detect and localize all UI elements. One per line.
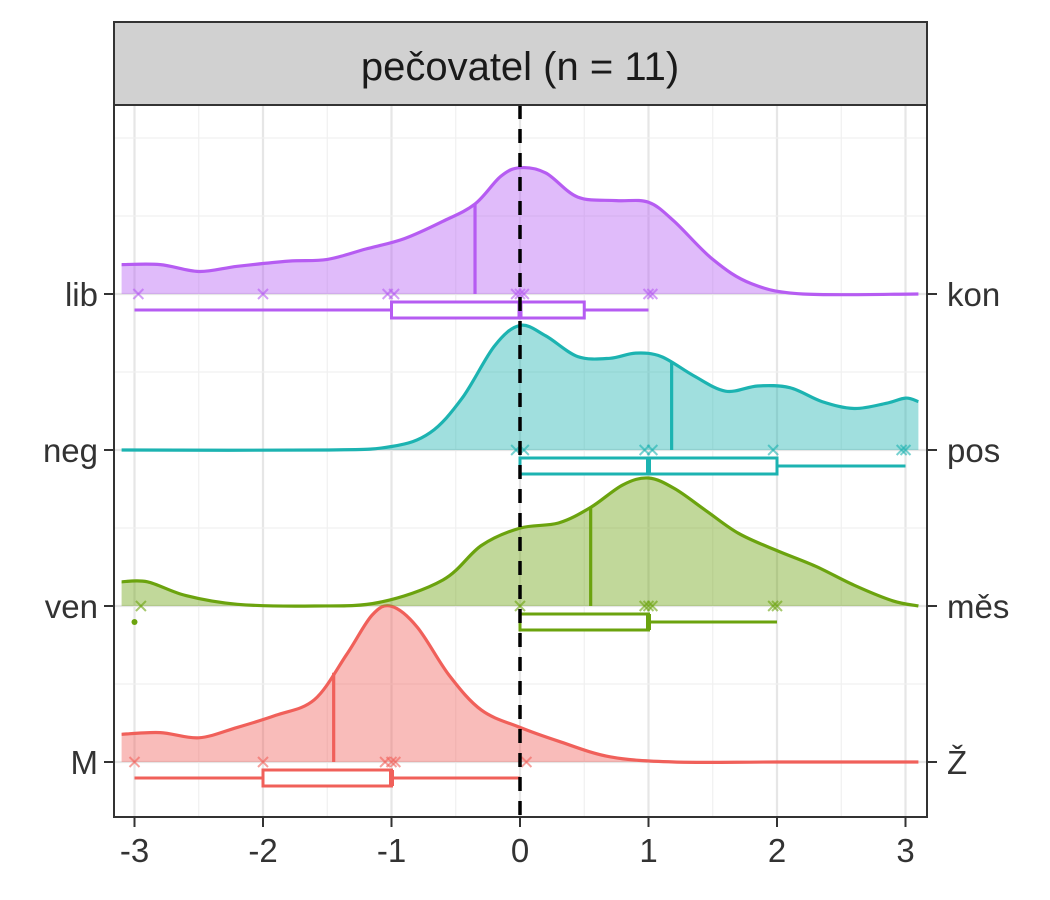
data-point-stroke <box>771 600 783 612</box>
data-point-stroke <box>135 600 147 612</box>
x-tick-label: -3 <box>120 832 149 869</box>
density-area <box>121 605 919 763</box>
data-point <box>899 444 912 456</box>
y-tick-label-right: kon <box>947 276 1000 313</box>
data-point <box>771 600 783 612</box>
data-point <box>132 288 145 300</box>
data-point <box>646 288 659 300</box>
data-point <box>642 288 655 300</box>
data-point <box>385 756 398 768</box>
box-outlier <box>131 619 138 625</box>
x-tick-label: 1 <box>639 832 657 869</box>
strip-background <box>113 21 928 106</box>
data-point-stroke <box>132 288 145 300</box>
data-point <box>514 288 526 300</box>
data-point <box>767 600 779 612</box>
box-iqr <box>261 768 393 788</box>
strip-title: pečovatel (n = 11) <box>361 45 679 89</box>
box-iqr <box>390 300 586 320</box>
data-point <box>646 600 659 612</box>
data-point-stroke <box>257 288 269 300</box>
data-point <box>257 288 269 300</box>
y-tick-label-left: neg <box>43 432 98 469</box>
box-iqr <box>518 612 650 632</box>
data-point-stroke <box>389 756 402 768</box>
x-tick-label: 0 <box>511 832 529 869</box>
data-point-stroke <box>385 756 398 768</box>
density-line <box>121 476 919 608</box>
density-line <box>121 323 919 452</box>
data-point-stroke <box>646 444 659 456</box>
strip-header: pečovatel (n = 11) <box>113 21 928 106</box>
y-tick-label-left: ven <box>45 588 98 625</box>
data-point-stroke <box>642 600 655 612</box>
data-point <box>388 288 400 300</box>
x-tick-label: 2 <box>768 832 786 869</box>
data-point-stroke <box>514 288 526 300</box>
data-point <box>767 444 779 456</box>
series-m-ž <box>121 604 919 788</box>
data-point-stroke <box>128 756 141 768</box>
data-point <box>135 600 147 612</box>
series-neg-pos <box>121 323 919 476</box>
data-point-stroke <box>257 756 269 768</box>
density-line <box>121 165 919 297</box>
data-point-stroke <box>767 600 779 612</box>
data-point <box>642 600 655 612</box>
x-tick-label: -2 <box>248 832 277 869</box>
y-tick-label-left: M <box>71 744 99 781</box>
x-tick-label: 3 <box>896 832 914 869</box>
data-point <box>514 600 526 612</box>
data-point <box>128 756 141 768</box>
data-point-stroke <box>895 444 908 456</box>
y-tick-label-right: měs <box>947 588 1009 625</box>
density-line <box>121 604 919 764</box>
data-point <box>895 444 908 456</box>
data-point <box>257 756 269 768</box>
density-area <box>121 325 919 451</box>
data-point <box>389 756 402 768</box>
data-point-stroke <box>388 288 400 300</box>
data-point-stroke <box>646 600 659 612</box>
data-point-stroke <box>520 756 533 768</box>
data-point-stroke <box>767 444 779 456</box>
y-tick-label-right: pos <box>947 432 1000 469</box>
data-point-stroke <box>646 288 659 300</box>
data-point-stroke <box>899 444 912 456</box>
x-tick-label: -1 <box>377 832 406 869</box>
y-tick-label-right: Ž <box>947 744 967 781</box>
data-point <box>646 444 659 456</box>
data-point-stroke <box>514 600 526 612</box>
data-point <box>520 756 533 768</box>
y-tick-label-left: lib <box>65 276 98 313</box>
data-point-stroke <box>642 288 655 300</box>
